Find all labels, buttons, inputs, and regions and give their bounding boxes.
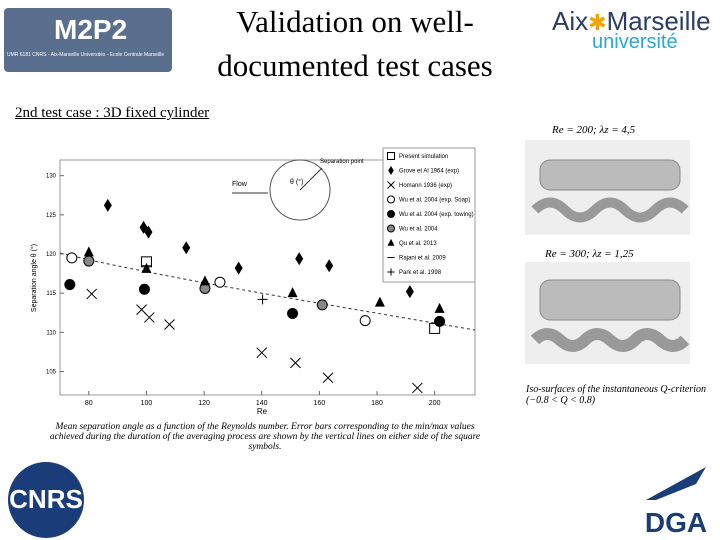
marker [325,259,334,273]
legend-label: Park et al. 1998 [399,270,442,276]
figure-shape [530,328,690,352]
x-tick-label: 160 [314,400,326,407]
legend-label: Homann 1936 (exp) [399,183,452,189]
legend-label: Wu et al. 2004 (exp. Soap) [399,198,470,204]
inset-ray [299,167,323,191]
x-tick-label: 80 [85,400,93,407]
legend-marker [387,224,395,233]
y-axis-label: Separation angle θ (°) [30,244,38,312]
marker [290,357,301,369]
legend-marker [387,152,395,160]
marker [316,299,328,311]
legend-marker [387,181,395,189]
legend-label: Qu et al. 2013 [399,241,437,247]
marker [214,276,226,288]
x-tick-label: 180 [371,400,383,407]
amu-logo: Aix✱Marseille université [552,6,712,56]
marker [86,288,98,300]
legend-marker [387,238,395,246]
figure-label: Re = 200; λz = 4,5 [552,124,636,136]
y-tick-label: 120 [46,252,57,258]
marker [287,308,299,320]
legend-marker [387,195,395,204]
marker [405,285,414,299]
y-tick-label: 125 [46,213,57,219]
m2p2-logo: M2P2 UMR 6181 CNRS - Aix-Marseille Unive… [4,8,172,72]
inset-label: Flow [232,181,248,188]
marker [83,246,94,257]
marker [359,315,371,327]
marker [182,241,191,255]
logo-text: DGA [644,507,708,538]
logo-subtext: UMR 6181 CNRS - Aix-Marseille Université… [7,52,164,58]
legend-box [382,147,476,283]
cnrs-logo: CNRS [8,462,84,538]
marker [144,225,153,239]
inset-label: Separation point [320,159,364,165]
y-tick-label: 115 [46,291,56,297]
legend-marker [388,165,394,176]
section-title: 2nd test case : 3D fixed cylinder [15,105,210,121]
chart-caption: Mean separation angle as a function of t… [49,422,481,452]
y-tick-label: 110 [46,330,56,336]
marker [322,372,334,384]
inset-label: θ (°) [290,178,303,186]
marker [434,302,445,313]
y-tick-label: 130 [46,174,57,180]
y-tick-label: 105 [46,370,57,376]
logo-text: CNRS [9,484,83,514]
marker [141,262,152,273]
marker [412,382,423,394]
figure-label: Re = 300; λz = 1,25 [545,248,634,260]
marker [103,198,112,212]
marker [295,252,304,266]
marker [83,255,95,267]
marker [143,312,155,323]
marker [434,315,446,327]
dga-logo: DGA [636,462,716,538]
legend-label: Grove et Al 1964 (exp) [399,169,459,175]
marker [257,294,268,305]
logo-text: université [592,31,678,53]
dga-mark [646,467,706,500]
x-tick-label: 120 [198,400,210,407]
marker [256,347,268,359]
inset-circle [269,159,331,221]
figure-shape [531,197,689,223]
marker [234,261,243,275]
legend-label: Rajani et al. 2009 [399,256,446,262]
title-line: documented test cases [217,48,493,83]
legend-marker [387,210,395,218]
legend-label: Wu et al. 2004 [399,227,438,233]
logo-text: Marseille [606,6,711,36]
marker [64,279,76,291]
figure-caption: Iso-surfaces of the instantaneous Q-crit… [526,384,706,406]
logo-text: Aix [552,6,589,36]
x-tick-label: 100 [141,400,153,407]
figure-shape [539,279,681,321]
marker [164,319,175,330]
legend-marker [387,268,395,276]
figure-shape [539,159,681,191]
x-tick-label: 140 [256,400,268,407]
figure [525,140,690,364]
marker [287,287,298,298]
marker [66,252,78,264]
marker [138,283,150,295]
marker [199,275,210,286]
legend-label: Present simulation [399,154,448,160]
logo-text: M2P2 [54,14,128,45]
x-tick-label: 200 [429,400,441,407]
marker [374,296,385,307]
x-axis-label: Re [257,407,268,416]
logo-star: ✱ [588,10,607,35]
title-line: Validation on well- [236,4,474,39]
legend-label: Wu et al. 2004 (exp. towing) [399,212,474,218]
